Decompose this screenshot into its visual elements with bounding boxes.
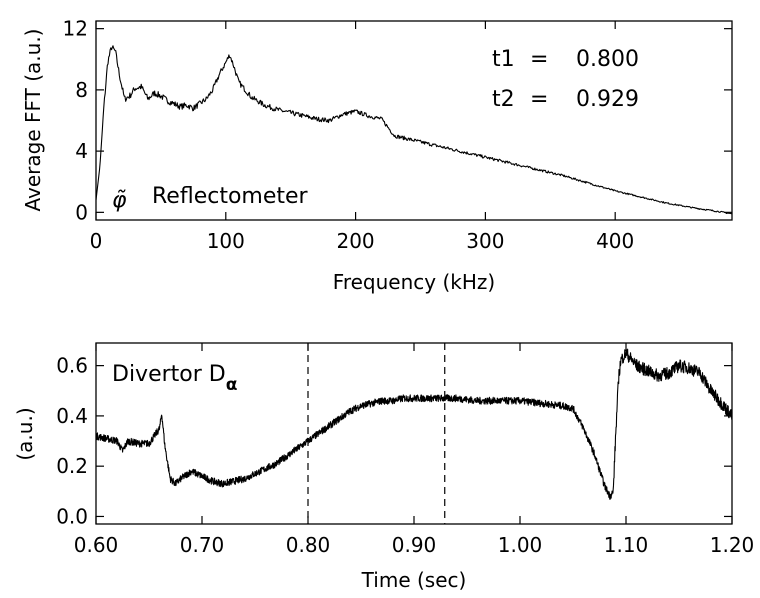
divertor-label: Divertor Dα — [112, 362, 237, 395]
divertor-label-subscript: α — [226, 375, 238, 395]
x-tick-label: 0.60 — [74, 533, 119, 557]
t1-value: 0.800 — [576, 47, 639, 72]
dalpha-x-axis-title: Time (sec) — [361, 568, 467, 592]
x-tick-label: 1.00 — [498, 533, 543, 557]
dalpha-y-axis-title: (a.u.) — [13, 407, 37, 460]
y-tick-label: 0 — [75, 200, 88, 224]
t1-label: t1 — [492, 47, 515, 72]
x-tick-label: 100 — [207, 229, 245, 253]
fft-series-line — [95, 45, 733, 215]
fft-x-axis-title: Frequency (kHz) — [333, 270, 495, 294]
t1-equals: = — [530, 47, 548, 72]
y-tick-label: 8 — [75, 78, 88, 102]
fft-y-axis-title: Average FFT (a.u.) — [21, 29, 45, 212]
divertor-label-text: Divertor D — [112, 362, 226, 387]
x-tick-label: 0.70 — [180, 533, 225, 557]
fft-tick-labels: 0 100 200 300 400 0 4 8 12 — [63, 17, 635, 253]
x-tick-label: 300 — [466, 229, 504, 253]
t2-value: 0.929 — [576, 87, 639, 112]
x-tick-label: 1.10 — [604, 533, 649, 557]
y-tick-label: 0.2 — [56, 454, 88, 478]
t2-equals: = — [530, 87, 548, 112]
fft-ticks — [95, 21, 732, 220]
y-tick-label: 0.6 — [56, 354, 88, 378]
dalpha-tick-labels: 0.60 0.70 0.80 0.90 1.00 1.10 1.20 0.0 0.2 0.4 0.6 — [56, 354, 754, 557]
y-tick-label: 0.0 — [56, 504, 88, 528]
t2-label: t2 — [492, 87, 515, 112]
dalpha-series-line — [95, 348, 733, 500]
y-tick-label: 12 — [63, 17, 88, 41]
reflectometer-label: Reflectometer — [152, 184, 309, 209]
fft-panel: 0 100 200 300 400 0 4 8 12 Frequency (kHz) Avera… — [21, 17, 733, 294]
reflectometer-symbol: φ̃ — [112, 188, 127, 213]
x-tick-label: 400 — [596, 229, 634, 253]
x-tick-label: 0.90 — [392, 533, 437, 557]
x-tick-label: 0 — [90, 229, 103, 253]
x-tick-label: 1.20 — [710, 533, 755, 557]
fft-plot-frame — [95, 20, 733, 221]
y-tick-label: 0.4 — [56, 404, 88, 428]
dalpha-panel: 0.60 0.70 0.80 0.90 1.00 1.10 1.200.00.20.40.6… — [13, 342, 754, 592]
time-marker-lines — [307, 343, 446, 524]
x-tick-label: 200 — [336, 229, 374, 253]
x-tick-label: 0.80 — [286, 533, 331, 557]
y-tick-label: 4 — [75, 139, 88, 163]
